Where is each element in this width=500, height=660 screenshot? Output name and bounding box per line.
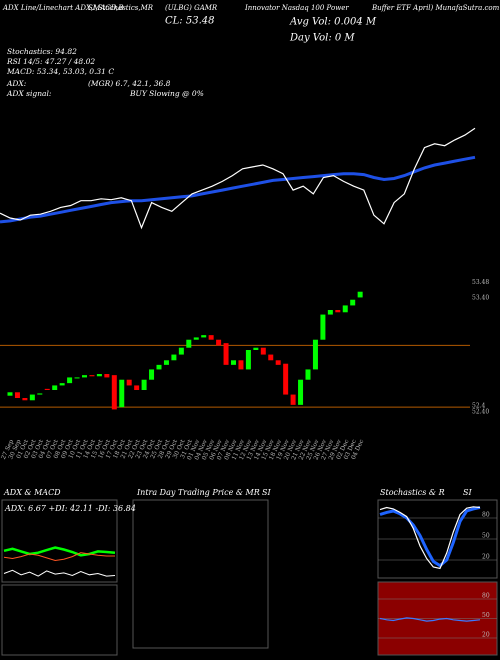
candle (156, 364, 162, 370)
candle (275, 360, 281, 365)
panel-title: SI (262, 488, 271, 497)
panel-title: SI (463, 488, 472, 497)
panel-title: ADX & MACD (3, 488, 61, 497)
panel-title: Intra Day Trading Price & MR (136, 488, 260, 497)
candle (52, 385, 58, 390)
candle (201, 335, 207, 338)
candle (290, 394, 296, 405)
y-tick-label: 20 (482, 554, 490, 561)
header: Innovator Nasdaq 100 Power (244, 4, 349, 12)
y-tick-label: 20 (482, 632, 490, 639)
candle (238, 360, 244, 370)
candle (327, 310, 333, 315)
adx-values: ADX: 6.67 +DI: 42.11 -DI: 36.84 (4, 504, 136, 513)
line (3, 569, 116, 577)
candle (119, 379, 125, 408)
candle (298, 379, 304, 405)
candle (335, 310, 341, 313)
y-tick-label: 50 (482, 533, 490, 540)
y-tick-label: 52.40 (472, 409, 489, 416)
candle (357, 291, 363, 298)
y-tick-label: 80 (482, 593, 490, 600)
header: SI,Stochastics,MR (88, 4, 154, 12)
indicator: Stochastics: 94.82 (7, 47, 77, 56)
candle (141, 379, 147, 390)
close-label: CL: 53.48 (165, 16, 214, 27)
avg-vol: Avg Vol: 0.004 M (289, 17, 377, 28)
line (0, 127, 476, 230)
candle (67, 377, 73, 384)
y-tick-label: 53.48 (472, 279, 489, 286)
candle (14, 392, 20, 398)
line (379, 506, 481, 570)
candle (260, 347, 266, 355)
y-tick-label: 52.4 (472, 403, 486, 410)
candle (283, 363, 289, 395)
header: ADX Line/Linechart ADX,MACD,B (2, 4, 123, 12)
candle (216, 339, 222, 346)
candle (104, 374, 110, 378)
line (3, 552, 115, 562)
y-tick-label: 80 (482, 512, 490, 519)
candle (7, 392, 13, 396)
candle (22, 398, 28, 401)
candle (163, 360, 169, 365)
day-vol: Day Vol: 0 M (289, 33, 355, 44)
indicator: (MGR) 6.7, 42.1, 36.8 (88, 79, 171, 88)
candle (29, 394, 35, 401)
indicator: BUY Slowing @ 0% (129, 89, 204, 98)
candle (111, 375, 117, 410)
intraday-panel (132, 499, 269, 649)
line (0, 155, 476, 224)
candle (350, 299, 356, 306)
candle (245, 350, 251, 370)
candle (253, 347, 259, 350)
candle (231, 360, 236, 365)
candle (186, 339, 192, 348)
candle (171, 354, 177, 361)
candle (126, 379, 132, 386)
candle (44, 388, 50, 390)
indicator: ADX: (6, 79, 27, 88)
candle (305, 369, 311, 380)
candle (89, 375, 95, 377)
candle (82, 375, 87, 378)
candle (59, 383, 65, 386)
candle (208, 335, 214, 340)
adx-panel (1, 499, 118, 583)
candle (342, 305, 348, 313)
line (379, 506, 481, 568)
candle (74, 377, 80, 379)
candle (37, 393, 43, 395)
candle (320, 314, 326, 340)
line (3, 546, 116, 557)
header: Buffer ETF April) MunafaSutra.com (371, 4, 500, 12)
candle (193, 337, 199, 340)
candle (223, 343, 229, 365)
candle (312, 339, 318, 370)
candle (149, 369, 155, 380)
candle (268, 354, 274, 361)
indicator: ADX signal: (6, 89, 52, 98)
header: (ULBG) GAMR (165, 4, 218, 12)
panel-title: Stochastics & R (380, 488, 445, 497)
candle (178, 347, 184, 355)
y-tick-label: 50 (482, 612, 490, 619)
line (379, 617, 481, 622)
macd-panel (1, 584, 118, 656)
candle (134, 385, 140, 390)
candle (96, 374, 102, 377)
y-tick-label: 53.40 (472, 294, 489, 301)
indicator: RSI 14/5: 47.27 / 48.02 (6, 57, 95, 66)
indicator: MACD: 53.34, 53.03, 0.31 C (6, 67, 114, 76)
